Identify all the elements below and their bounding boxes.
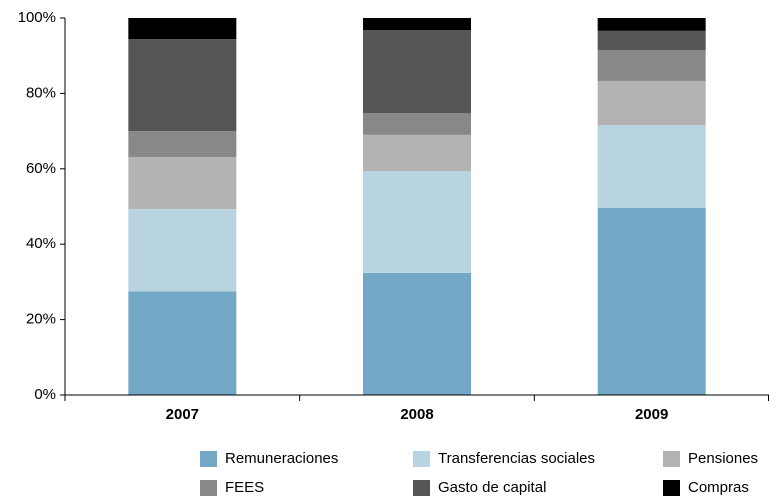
bar-segment — [597, 50, 706, 81]
bar-segment — [597, 18, 706, 31]
bar-segment — [128, 131, 237, 158]
bar-segment — [597, 208, 706, 395]
bar-segment — [128, 157, 237, 210]
y-tick-label: 0% — [34, 386, 56, 403]
legend-label: Pensiones — [688, 450, 758, 467]
legend-label: Gasto de capital — [438, 479, 546, 496]
bar-segment — [128, 39, 237, 132]
y-tick-label: 100% — [18, 9, 56, 26]
y-tick-label: 60% — [26, 160, 56, 177]
legend-swatch — [663, 451, 680, 467]
legend-label: Compras — [688, 479, 749, 496]
legend-swatch — [200, 451, 217, 467]
legend-swatch — [413, 480, 430, 496]
x-tick-label: 2009 — [635, 406, 668, 423]
bar-segment — [128, 291, 237, 395]
bar-segment — [597, 80, 706, 126]
legend-label: Transferencias sociales — [438, 450, 595, 467]
bar-segment — [128, 18, 237, 40]
bar-segment — [363, 113, 471, 135]
y-tick-label: 80% — [26, 84, 56, 101]
bar-segment — [363, 18, 471, 31]
bar-segment — [128, 209, 237, 292]
legend-label: Remuneraciones — [225, 450, 338, 467]
bar-segment — [363, 171, 471, 273]
y-tick-label: 20% — [26, 311, 56, 328]
x-tick-label: 2007 — [166, 406, 199, 423]
legend-swatch — [413, 451, 430, 467]
bar-segment — [363, 272, 471, 395]
bar-segment — [597, 30, 706, 51]
bar-segment — [363, 30, 471, 114]
bar-segment — [363, 134, 471, 172]
bar-segment — [597, 125, 706, 209]
legend-swatch — [663, 480, 680, 496]
y-tick-label: 40% — [26, 235, 56, 252]
x-tick-label: 2008 — [400, 406, 433, 423]
legend-label: FEES — [225, 479, 264, 496]
legend-swatch — [200, 480, 217, 496]
